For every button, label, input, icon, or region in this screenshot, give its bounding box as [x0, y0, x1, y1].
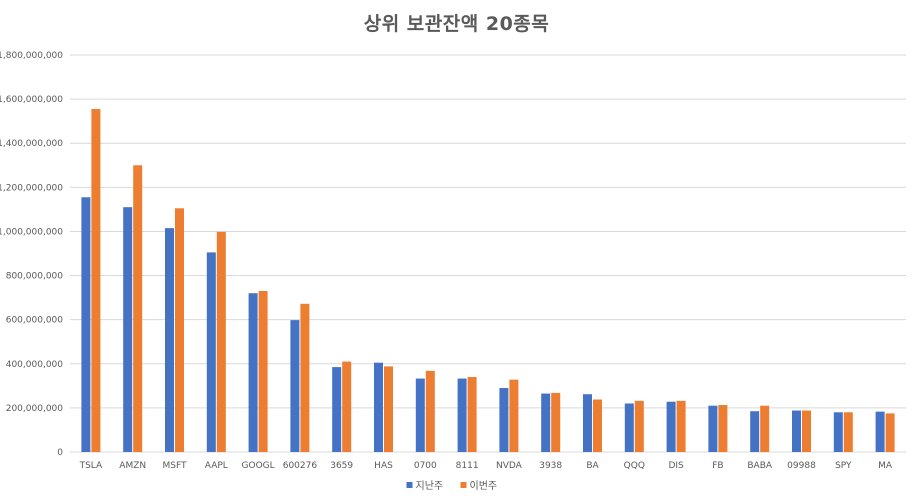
legend-label: 지난주: [416, 480, 444, 492]
bar-this-week: [91, 109, 101, 453]
x-tick-label: AAPL: [205, 461, 228, 471]
bar-this-week: [384, 366, 393, 452]
legend-swatch: [460, 482, 467, 488]
bar-this-week: [802, 410, 811, 452]
x-tick-label: FB: [712, 461, 723, 471]
bar-last-week: [248, 293, 258, 452]
y-tick-label: 1,600,000,000: [0, 95, 63, 105]
y-tick-label: 800,000,000: [6, 272, 64, 282]
x-tick-label: MA: [878, 461, 893, 471]
bar-last-week: [792, 410, 801, 452]
bar-this-week: [676, 400, 686, 452]
bar-last-week: [666, 401, 676, 452]
bar-last-week: [875, 411, 885, 452]
bar-this-week: [509, 379, 519, 452]
bar-this-week: [593, 399, 602, 452]
bar-this-week: [258, 290, 268, 452]
x-tick-label: 09988: [787, 461, 816, 471]
x-tick-label: QQQ: [624, 461, 645, 471]
bar-last-week: [833, 412, 843, 452]
y-tick-label: 0: [57, 448, 63, 458]
x-tick-label: 600276: [283, 461, 318, 471]
bar-last-week: [123, 207, 133, 452]
bar-last-week: [499, 388, 509, 452]
legend-label: 이번주: [470, 480, 498, 492]
x-tick-label: NVDA: [496, 461, 523, 471]
bar-last-week: [624, 403, 634, 452]
x-tick-label: SPY: [835, 461, 852, 471]
x-tick-label: DIS: [668, 461, 684, 471]
bar-last-week: [541, 393, 551, 452]
x-tick-label: 3659: [330, 461, 353, 471]
x-tick-label: TSLA: [79, 461, 103, 471]
bar-last-week: [374, 362, 383, 452]
bar-this-week: [342, 361, 352, 452]
bar-this-week: [760, 405, 770, 452]
bar-last-week: [750, 411, 760, 452]
x-tick-label: GOOGL: [242, 461, 275, 471]
bar-this-week: [843, 412, 853, 452]
bar-this-week: [175, 208, 184, 452]
bar-this-week: [467, 377, 477, 452]
y-tick-label: 1,400,000,000: [0, 139, 63, 149]
bar-this-week: [133, 165, 143, 452]
bar-this-week: [425, 370, 435, 452]
x-tick-label: 8111: [456, 461, 479, 471]
bar-last-week: [81, 197, 91, 452]
x-tick-label: BABA: [747, 461, 773, 471]
bar-last-week: [415, 378, 425, 452]
x-tick-label: 3938: [539, 461, 562, 471]
chart-title: 상위 보관잔액 20종목: [363, 13, 550, 35]
bar-last-week: [332, 367, 342, 452]
y-tick-label: 1,000,000,000: [0, 227, 63, 237]
x-tick-label: MSFT: [163, 461, 187, 471]
bar-last-week: [290, 320, 300, 452]
bar-last-week: [583, 394, 592, 452]
x-tick-label: BA: [586, 461, 599, 471]
y-tick-label: 600,000,000: [6, 316, 64, 326]
y-tick-label: 1,200,000,000: [0, 183, 63, 193]
y-tick-label: 200,000,000: [6, 404, 64, 414]
x-tick-label: HAS: [374, 461, 393, 471]
y-tick-label: 400,000,000: [6, 360, 64, 370]
bar-last-week: [206, 252, 216, 452]
x-tick-label: 0700: [414, 461, 437, 471]
y-tick-label: 1,800,000,000: [0, 51, 63, 61]
bar-this-week: [634, 400, 644, 452]
bar-last-week: [165, 228, 174, 452]
bar-last-week: [708, 405, 718, 452]
legend-swatch: [406, 482, 413, 488]
bar-this-week: [551, 392, 561, 452]
x-tick-label: AMZN: [119, 461, 146, 471]
bar-this-week: [718, 405, 728, 452]
bar-last-week: [457, 378, 467, 452]
bar-this-week: [216, 231, 226, 452]
bar-this-week: [300, 303, 310, 452]
bar-this-week: [885, 413, 895, 452]
